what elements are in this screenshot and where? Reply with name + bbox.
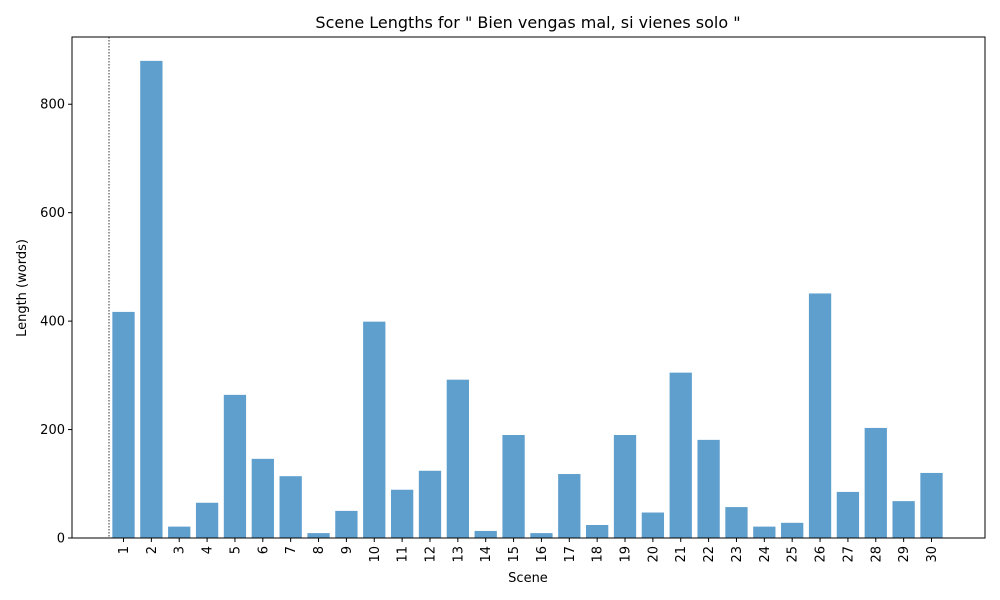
x-tick-label: 23 <box>730 546 745 563</box>
bar-scene-16 <box>530 533 553 538</box>
bar-scene-13 <box>446 379 469 538</box>
x-tick-label: 10 <box>368 546 383 563</box>
x-tick-label: 3 <box>173 546 188 554</box>
bar-scene-19 <box>613 434 637 538</box>
bar-scene-20 <box>641 512 665 538</box>
bar-scene-5 <box>223 394 247 538</box>
x-tick-label: 17 <box>563 546 578 563</box>
bar-scene-15 <box>502 434 525 538</box>
bar-scene-9 <box>335 510 358 538</box>
bar-scene-17 <box>558 474 581 538</box>
x-tick-label: 21 <box>674 546 689 563</box>
bar-scene-28 <box>864 427 887 538</box>
bar-scene-24 <box>753 526 776 538</box>
bar-scene-11 <box>390 489 414 538</box>
bar-scene-27 <box>836 491 860 538</box>
plot-frame <box>71 36 986 539</box>
bar-scene-26 <box>808 293 832 538</box>
y-tick-label: 400 <box>40 315 65 330</box>
x-tick-label: 28 <box>869 546 884 563</box>
x-tick-label: 15 <box>507 546 522 563</box>
y-tick-label: 800 <box>40 98 65 113</box>
bar-scene-29 <box>892 501 915 538</box>
x-tick-label: 5 <box>228 546 243 554</box>
x-tick-label: 27 <box>841 546 856 563</box>
x-tick-label: 1 <box>117 546 132 554</box>
x-tick-label: 20 <box>646 546 661 563</box>
bar-scene-6 <box>251 458 274 538</box>
y-tick-label: 200 <box>40 423 65 438</box>
bar-scene-4 <box>195 502 219 538</box>
y-tick-label: 600 <box>40 206 65 221</box>
bar-scene-7 <box>279 476 302 538</box>
x-tick-label: 16 <box>535 546 550 563</box>
x-tick-label: 4 <box>201 546 216 554</box>
bar-scene-21 <box>669 372 692 538</box>
x-tick-label: 9 <box>340 546 355 554</box>
bar-scene-14 <box>474 530 497 538</box>
bar-scene-30 <box>920 472 943 538</box>
x-tick-label: 6 <box>256 546 271 554</box>
bar-scene-12 <box>418 470 442 538</box>
x-tick-label: 30 <box>925 546 940 563</box>
x-tick-label: 18 <box>591 546 606 563</box>
x-tick-label: 7 <box>284 546 299 554</box>
x-tick-label: 24 <box>758 546 773 563</box>
bar-scene-18 <box>586 524 609 538</box>
bar-scene-10 <box>363 321 386 538</box>
x-tick-label: 26 <box>814 546 829 563</box>
x-tick-label: 29 <box>897 546 912 563</box>
x-tick-label: 13 <box>451 546 466 563</box>
y-tick-label: 0 <box>57 532 65 547</box>
x-tick-label: 8 <box>312 546 327 554</box>
x-tick-label: 22 <box>702 546 717 563</box>
x-tick-label: 25 <box>786 546 801 563</box>
x-tick-label: 2 <box>145 546 160 554</box>
x-tick-label: 11 <box>396 546 411 563</box>
bar-scene-1 <box>112 311 135 538</box>
bar-scene-22 <box>697 439 720 538</box>
bar-scene-25 <box>781 522 804 538</box>
bar-scene-2 <box>140 60 163 539</box>
y-axis-label: Length (words) <box>15 239 30 337</box>
x-tick-label: 14 <box>479 546 494 563</box>
bar-scene-3 <box>168 526 191 538</box>
x-tick-label: 19 <box>619 546 634 563</box>
x-axis-label: Scene <box>508 571 548 586</box>
bar-scene-23 <box>725 507 748 538</box>
chart-title: Scene Lengths for " Bien vengas mal, si … <box>315 13 740 32</box>
x-tick-label: 12 <box>423 546 438 563</box>
bar-scene-8 <box>307 533 330 538</box>
